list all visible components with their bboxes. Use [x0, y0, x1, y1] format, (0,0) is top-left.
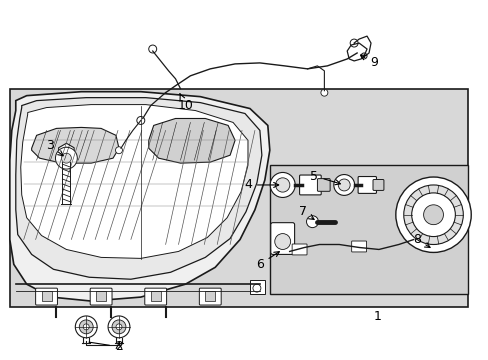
Circle shape: [306, 216, 318, 228]
FancyBboxPatch shape: [36, 288, 57, 305]
FancyBboxPatch shape: [10, 89, 468, 307]
FancyBboxPatch shape: [150, 291, 161, 301]
FancyBboxPatch shape: [249, 280, 264, 294]
Circle shape: [411, 193, 454, 237]
Text: 1: 1: [373, 310, 381, 323]
Text: 4: 4: [244, 179, 278, 192]
Text: 10: 10: [177, 94, 193, 112]
Circle shape: [360, 53, 366, 59]
FancyBboxPatch shape: [199, 288, 221, 305]
FancyBboxPatch shape: [144, 288, 166, 305]
Text: 2: 2: [89, 340, 122, 353]
Polygon shape: [16, 98, 262, 279]
FancyBboxPatch shape: [96, 291, 106, 301]
Text: 7: 7: [298, 205, 313, 220]
Circle shape: [55, 147, 77, 169]
Circle shape: [395, 177, 470, 252]
Circle shape: [275, 178, 289, 192]
FancyBboxPatch shape: [90, 288, 112, 305]
FancyBboxPatch shape: [291, 244, 306, 255]
Circle shape: [83, 324, 89, 330]
Polygon shape: [32, 127, 119, 163]
FancyBboxPatch shape: [269, 165, 468, 294]
FancyBboxPatch shape: [299, 175, 321, 195]
Text: 5: 5: [310, 170, 340, 185]
FancyBboxPatch shape: [317, 179, 329, 191]
FancyBboxPatch shape: [41, 291, 51, 301]
FancyBboxPatch shape: [357, 176, 376, 193]
FancyBboxPatch shape: [270, 223, 294, 255]
Circle shape: [338, 179, 349, 191]
Text: 9: 9: [360, 55, 377, 69]
Circle shape: [274, 234, 290, 249]
Circle shape: [333, 175, 354, 195]
Polygon shape: [20, 105, 247, 258]
FancyBboxPatch shape: [205, 291, 215, 301]
Text: 3: 3: [45, 139, 63, 156]
Circle shape: [79, 320, 93, 334]
FancyBboxPatch shape: [351, 241, 366, 252]
Polygon shape: [10, 92, 269, 301]
Circle shape: [403, 185, 462, 244]
FancyBboxPatch shape: [372, 180, 383, 190]
Circle shape: [137, 117, 144, 125]
Circle shape: [108, 316, 130, 338]
Circle shape: [320, 89, 327, 96]
Circle shape: [423, 205, 443, 225]
Circle shape: [270, 172, 295, 198]
Circle shape: [116, 324, 122, 330]
Circle shape: [61, 147, 71, 157]
Circle shape: [148, 45, 156, 53]
Circle shape: [252, 284, 260, 292]
Text: 6: 6: [255, 252, 279, 271]
Polygon shape: [148, 118, 235, 163]
Circle shape: [112, 320, 126, 334]
Circle shape: [349, 39, 357, 47]
Circle shape: [61, 153, 71, 163]
Circle shape: [115, 147, 122, 154]
Text: 8: 8: [412, 233, 429, 247]
Circle shape: [75, 316, 97, 338]
